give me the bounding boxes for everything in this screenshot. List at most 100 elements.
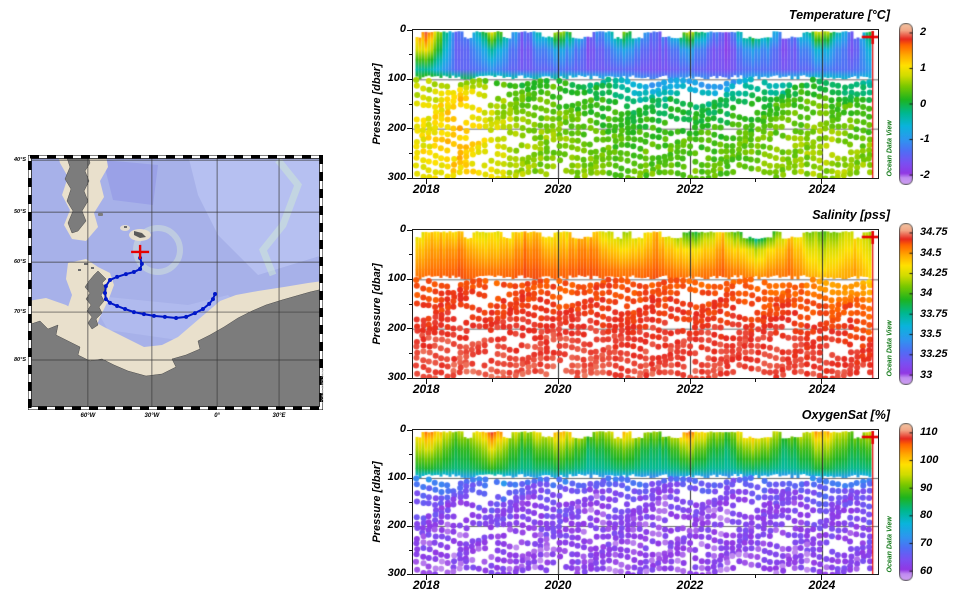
x-minor-tick xyxy=(491,179,493,182)
map-longitude-label: 30°W xyxy=(144,413,160,419)
x-minor-tick xyxy=(623,575,625,578)
islet-shetland-1 xyxy=(84,263,88,265)
panel-title: Salinity [pss] xyxy=(812,208,890,222)
colorbar xyxy=(899,423,913,581)
x-tick-mark xyxy=(425,575,427,580)
colorbar xyxy=(899,223,913,385)
profile-position-dot[interactable] xyxy=(200,307,205,312)
profile-position-dot[interactable] xyxy=(174,315,179,320)
y-tick-mark xyxy=(407,573,412,575)
map-longitude-label: 60°W xyxy=(80,413,96,419)
profile-position-dot[interactable] xyxy=(210,297,215,302)
x-tick-mark xyxy=(689,379,691,384)
x-minor-tick xyxy=(623,379,625,382)
profile-position-dot[interactable] xyxy=(123,272,128,277)
y-tick-label: 0 xyxy=(399,223,406,235)
plot-border xyxy=(412,429,879,575)
map-latitude-label: 40°S xyxy=(14,157,26,164)
x-tick-label: 2022 xyxy=(676,382,704,396)
landmass-antarctica xyxy=(27,288,324,411)
colorbar-tick-label: 1 xyxy=(920,61,927,74)
y-tick-label: 200 xyxy=(387,519,406,531)
map-latitude-label: 80°S xyxy=(14,357,26,364)
current-position-cross[interactable] xyxy=(131,244,150,259)
x-tick-label: 2024 xyxy=(808,578,836,592)
x-tick-mark xyxy=(557,379,559,384)
plot-border xyxy=(412,229,879,379)
y-tick-label: 300 xyxy=(387,567,406,579)
section-plot-canvas[interactable] xyxy=(413,430,878,574)
profile-position-dot[interactable] xyxy=(139,261,144,266)
profile-position-dot[interactable] xyxy=(184,314,189,319)
profile-position-dot[interactable] xyxy=(151,313,156,318)
profile-position-dot[interactable] xyxy=(213,291,218,296)
profile-position-dot[interactable] xyxy=(103,297,108,302)
y-tick-label: 200 xyxy=(387,321,406,334)
colorbar-tick-label: 33.75 xyxy=(920,307,948,320)
map-latitude-label: 70°S xyxy=(14,309,26,316)
profile-position-dot[interactable] xyxy=(131,310,136,315)
profile-position-dot[interactable] xyxy=(115,303,120,308)
y-axis-label: Pressure [dbar] xyxy=(371,263,383,345)
y-minor-tick xyxy=(409,501,412,503)
colorbar-tick-label: 100 xyxy=(920,454,939,467)
x-tick-label: 2022 xyxy=(676,578,704,592)
profile-position-dot[interactable] xyxy=(141,312,146,317)
islet-shetland-2 xyxy=(91,267,94,269)
y-tick-mark xyxy=(407,229,412,231)
map-canvas xyxy=(27,154,324,411)
x-tick-label: 2020 xyxy=(544,578,572,592)
station-map[interactable]: Ocean Data View xyxy=(27,154,325,411)
x-minor-tick xyxy=(755,379,757,382)
profile-position-dot[interactable] xyxy=(162,314,167,319)
islet-shetland-3 xyxy=(78,269,81,271)
profile-position-dot[interactable] xyxy=(192,311,197,316)
island-south-georgia xyxy=(134,231,146,238)
profile-position-dot[interactable] xyxy=(138,266,143,271)
x-tick-mark xyxy=(689,575,691,580)
y-minor-tick xyxy=(409,103,412,105)
profile-position-dot[interactable] xyxy=(102,290,107,295)
section-plot-canvas[interactable] xyxy=(413,230,878,378)
x-tick-label: 2022 xyxy=(676,182,704,196)
map-border xyxy=(28,155,323,410)
panel-title: Temperature [°C] xyxy=(788,8,890,22)
map-odv-watermark: Ocean Data View xyxy=(320,368,325,403)
y-tick-label: 0 xyxy=(399,423,406,435)
profile-position-dot[interactable] xyxy=(103,284,108,289)
map-latitude-label: 60°S xyxy=(14,259,26,266)
y-axis-label: Pressure [dbar] xyxy=(371,461,383,543)
colorbar-tick-label: 80 xyxy=(920,509,933,522)
colorbar xyxy=(899,23,913,185)
profile-position-dot[interactable] xyxy=(123,307,128,312)
y-tick-label: 300 xyxy=(387,171,406,183)
y-tick-mark xyxy=(407,429,412,431)
profile-position-dot[interactable] xyxy=(115,274,120,279)
x-minor-tick xyxy=(755,179,757,182)
scotia-arc-ridge xyxy=(133,225,183,275)
colorbar-tick-label: 110 xyxy=(920,426,938,439)
colorbar-tick-label: 34 xyxy=(920,287,933,300)
colorbar-tick-label: 34.25 xyxy=(920,267,948,279)
colorbar-tick-label: 70 xyxy=(920,536,933,549)
map-longitude-label: 0° xyxy=(214,413,220,419)
profile-position-dot[interactable] xyxy=(108,277,113,282)
map-latitude-label: 50°S xyxy=(14,209,26,216)
y-minor-tick xyxy=(409,549,412,551)
colorbar-tick-label: 34.5 xyxy=(920,246,942,259)
x-tick-mark xyxy=(557,179,559,184)
y-tick-mark xyxy=(407,29,412,31)
y-tick-mark xyxy=(407,525,412,527)
y-axis-label: Pressure [dbar] xyxy=(371,63,383,145)
float-trajectory[interactable] xyxy=(102,256,218,320)
odv-watermark: Ocean Data View xyxy=(886,320,894,377)
y-tick-label: 100 xyxy=(387,272,406,285)
colorbar-tick-label: 60 xyxy=(920,564,933,577)
colorbar-tick-label: -2 xyxy=(920,168,930,181)
profile-position-dot[interactable] xyxy=(108,300,113,305)
profile-position-dot[interactable] xyxy=(207,301,212,306)
section-plot-canvas[interactable] xyxy=(413,30,878,178)
map-graticule xyxy=(31,158,320,407)
profile-position-dot[interactable] xyxy=(131,270,136,275)
